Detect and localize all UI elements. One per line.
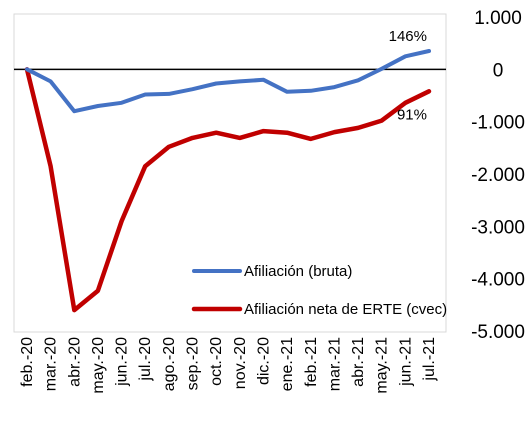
x-tick-label: may.-20 bbox=[90, 337, 107, 394]
legend-label: Afiliación (bruta) bbox=[244, 263, 352, 280]
series-layer bbox=[24, 49, 432, 313]
x-tick-label: may.-21 bbox=[374, 337, 391, 394]
series-line-afiliacion-bruta bbox=[25, 49, 431, 114]
legend: Afiliación (bruta) Afiliación neta de ERT… bbox=[191, 263, 447, 318]
x-tick-label: mar.-20 bbox=[43, 337, 60, 391]
x-axis: feb.-20 mar.-20 abr.-20 may.-20 jun.-20 jul.-… bbox=[19, 337, 438, 394]
x-tick-label: jul.-20 bbox=[137, 337, 154, 382]
y-tick-label: -5.000 bbox=[471, 322, 525, 343]
x-tick-label: jun.-20 bbox=[114, 337, 131, 387]
x-tick-label: abr.-21 bbox=[350, 337, 367, 387]
series-line-afiliacion-neta-erte bbox=[24, 67, 432, 313]
y-tick-label: -2.000 bbox=[471, 165, 525, 186]
plot-area-border bbox=[13, 13, 447, 333]
x-tick-label: feb.-21 bbox=[303, 337, 320, 387]
x-tick-label: sep.-20 bbox=[185, 337, 202, 390]
data-label: 146% bbox=[389, 28, 427, 45]
x-tick-label: jul.-21 bbox=[421, 337, 438, 382]
x-tick-label: ene.-21 bbox=[279, 337, 296, 391]
annotations: 146% 91% bbox=[389, 28, 427, 123]
y-tick-label: -1.000 bbox=[471, 113, 525, 134]
x-tick-label: abr.-20 bbox=[66, 337, 83, 387]
data-label: 91% bbox=[397, 106, 427, 123]
x-tick-label: jun.-21 bbox=[397, 337, 414, 387]
y-tick-label: 1.000 bbox=[474, 8, 522, 29]
x-tick-label: feb.-20 bbox=[19, 337, 36, 387]
x-tick-label: ago.-20 bbox=[161, 337, 178, 391]
x-tick-label: mar.-21 bbox=[326, 337, 343, 391]
y-axis: 1.000 0 -1.000 -2.000 -3.000 -4.000 -5.000 bbox=[471, 8, 525, 343]
legend-label: Afiliación neta de ERTE (cvec) bbox=[244, 301, 447, 318]
y-tick-label: -4.000 bbox=[471, 270, 525, 291]
x-tick-label: nov.-20 bbox=[232, 337, 249, 389]
x-tick-label: oct.-20 bbox=[208, 337, 225, 386]
y-tick-label: -3.000 bbox=[471, 217, 525, 238]
y-tick-label: 0 bbox=[493, 60, 504, 81]
x-tick-label: dic.-20 bbox=[255, 337, 272, 385]
